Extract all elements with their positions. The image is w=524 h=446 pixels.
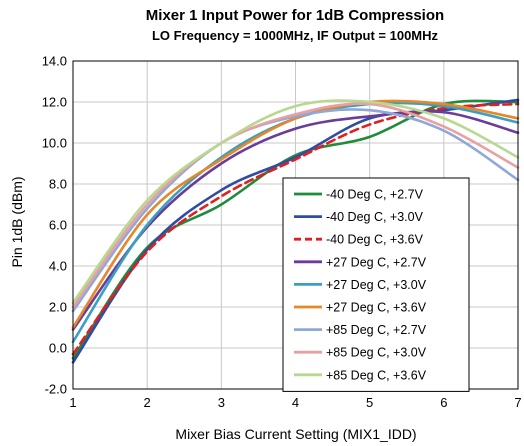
x-axis-label: Mixer Bias Current Setting (MIX1_IDD) (175, 426, 416, 442)
x-axis-ticks: 1 2 3 4 5 6 7 (69, 395, 521, 410)
x-tick-label: 5 (366, 395, 373, 410)
series-line (71, 102, 520, 309)
series-line (71, 108, 520, 313)
chart-title: Mixer 1 Input Power for 1dB Compression (146, 7, 444, 24)
x-tick-label: 7 (514, 395, 521, 410)
series-line (71, 99, 520, 305)
x-tick-label: 4 (292, 395, 299, 410)
legend-entry: +85 Deg C, +3.6V (326, 368, 427, 382)
y-tick-label: 8.0 (49, 177, 67, 192)
legend-entry: +27 Deg C, +2.7V (326, 255, 427, 269)
y-tick-label: 0.0 (49, 341, 67, 356)
x-tick-label: 6 (440, 395, 447, 410)
legend-entry: +85 Deg C, +3.0V (326, 346, 427, 360)
chart-subtitle: LO Frequency = 1000MHz, IF Output = 100M… (152, 28, 439, 43)
legend-entry: -40 Deg C, +3.0V (326, 210, 424, 224)
x-tick-label: 3 (218, 395, 225, 410)
y-tick-label: 14.0 (42, 54, 67, 69)
legend-entry: +85 Deg C, +2.7V (326, 323, 427, 337)
series-line (71, 102, 520, 356)
y-tick-label: 6.0 (49, 218, 67, 233)
y-tick-label: -2.0 (45, 382, 67, 397)
legend-entry: +27 Deg C, +3.6V (326, 301, 427, 315)
plot-area (71, 98, 520, 364)
legend-entry: -40 Deg C, +2.7V (326, 188, 424, 202)
y-axis-label: Pin 1dB (dBm) (9, 176, 25, 267)
legend-entry: -40 Deg C, +3.6V (326, 233, 424, 247)
y-tick-label: 4.0 (49, 259, 67, 274)
legend: -40 Deg C, +2.7V -40 Deg C, +3.0V -40 Deg … (282, 177, 470, 392)
y-axis-ticks: -2.0 0.0 2.0 4.0 6.0 8.0 10.0 12.0 14.0 (42, 54, 67, 397)
y-tick-label: 12.0 (42, 95, 67, 110)
series-line (71, 99, 520, 329)
x-tick-label: 2 (144, 395, 151, 410)
y-tick-label: 2.0 (49, 300, 67, 315)
y-tick-label: 10.0 (42, 136, 67, 151)
x-tick-label: 1 (69, 395, 76, 410)
legend-entry: +27 Deg C, +3.0V (326, 278, 427, 292)
